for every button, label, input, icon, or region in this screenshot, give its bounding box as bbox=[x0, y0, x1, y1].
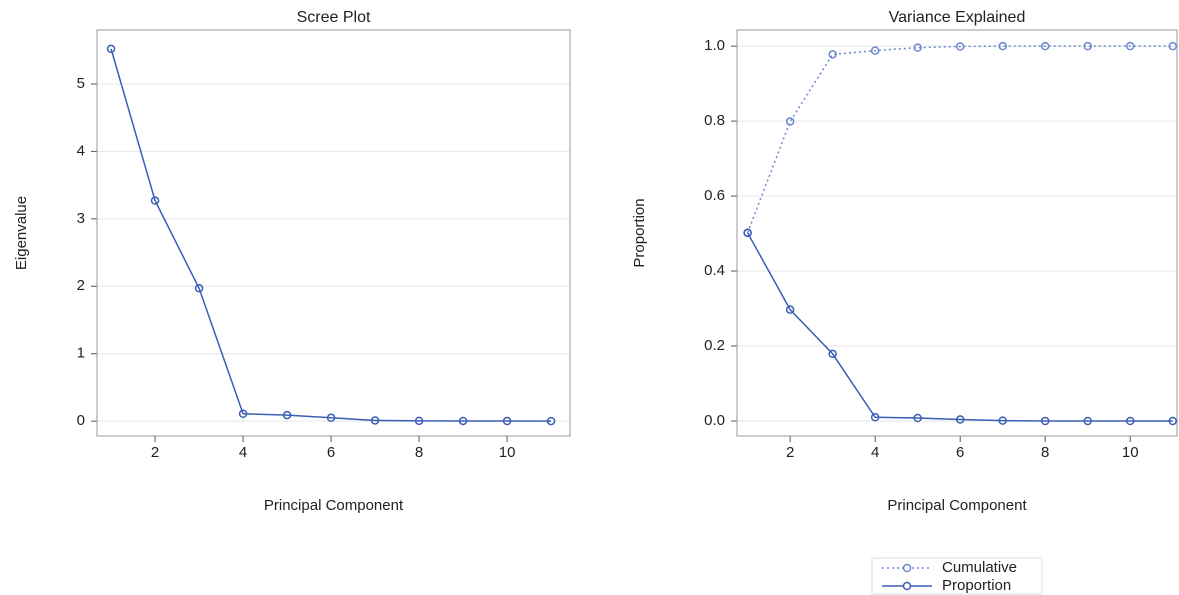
y-tick-label: 0 bbox=[77, 412, 85, 429]
point bbox=[1168, 41, 1177, 51]
point bbox=[955, 42, 965, 51]
series-line bbox=[746, 232, 1173, 422]
point bbox=[238, 409, 248, 418]
point bbox=[913, 43, 922, 52]
y-axis-label: Proportion bbox=[631, 198, 648, 267]
point bbox=[955, 415, 965, 424]
point bbox=[1083, 416, 1092, 426]
point bbox=[546, 416, 556, 426]
y-tick-label: 0.4 bbox=[704, 262, 725, 279]
x-tick-label: 8 bbox=[415, 444, 423, 461]
x-tick-label: 6 bbox=[956, 444, 964, 461]
y-tick-label: 5 bbox=[77, 75, 85, 92]
series-line bbox=[110, 48, 552, 422]
legend-label: Proportion bbox=[942, 577, 1011, 594]
legend-label: Cumulative bbox=[942, 559, 1017, 576]
point bbox=[502, 416, 512, 426]
point bbox=[1040, 41, 1050, 51]
y-tick-label: 4 bbox=[77, 142, 85, 159]
chart-title: Scree Plot bbox=[297, 9, 371, 26]
x-tick-label: 8 bbox=[1041, 444, 1049, 461]
y-tick-label: 2 bbox=[77, 277, 85, 294]
point bbox=[870, 413, 880, 422]
point bbox=[828, 50, 837, 59]
x-tick-label: 10 bbox=[1122, 444, 1139, 461]
legend-marker bbox=[902, 581, 912, 591]
x-tick-label: 10 bbox=[499, 444, 516, 461]
x-tick-label: 6 bbox=[327, 444, 335, 461]
x-tick-label: 2 bbox=[151, 444, 159, 461]
y-tick-label: 1.0 bbox=[704, 37, 725, 54]
point bbox=[370, 416, 380, 425]
point bbox=[785, 117, 795, 126]
plot-frame bbox=[96, 29, 571, 437]
x-tick-label: 4 bbox=[871, 444, 879, 461]
x-tick-label: 2 bbox=[786, 444, 794, 461]
point bbox=[414, 416, 424, 426]
point bbox=[870, 46, 880, 55]
legend-marker bbox=[902, 563, 912, 573]
point bbox=[326, 413, 336, 423]
series-line bbox=[746, 45, 1173, 234]
legend-frame bbox=[871, 557, 1043, 595]
point bbox=[1168, 416, 1177, 426]
y-tick-label: 0.0 bbox=[704, 412, 725, 429]
point bbox=[1125, 41, 1135, 51]
point bbox=[785, 305, 795, 314]
plot-frame bbox=[736, 29, 1178, 437]
point bbox=[743, 228, 752, 238]
y-tick-label: 3 bbox=[77, 210, 85, 227]
point bbox=[1125, 416, 1135, 426]
x-tick-label: 4 bbox=[239, 444, 247, 461]
y-tick-label: 0.8 bbox=[704, 112, 725, 129]
point bbox=[282, 410, 292, 420]
y-tick-label: 1 bbox=[77, 345, 85, 362]
point bbox=[106, 44, 116, 54]
point bbox=[1040, 416, 1050, 426]
y-tick-label: 0.2 bbox=[704, 337, 725, 354]
point bbox=[998, 41, 1007, 51]
point bbox=[913, 413, 922, 423]
point bbox=[194, 284, 204, 293]
point bbox=[458, 416, 468, 426]
point bbox=[998, 416, 1007, 425]
point bbox=[150, 196, 160, 205]
x-axis-label: Principal Component bbox=[887, 497, 1027, 514]
y-axis-label: Eigenvalue bbox=[13, 196, 30, 270]
chart-title: Variance Explained bbox=[889, 9, 1026, 26]
x-axis-label: Principal Component bbox=[264, 497, 404, 514]
point bbox=[828, 349, 837, 359]
point bbox=[1083, 41, 1092, 51]
y-tick-label: 0.6 bbox=[704, 187, 725, 204]
